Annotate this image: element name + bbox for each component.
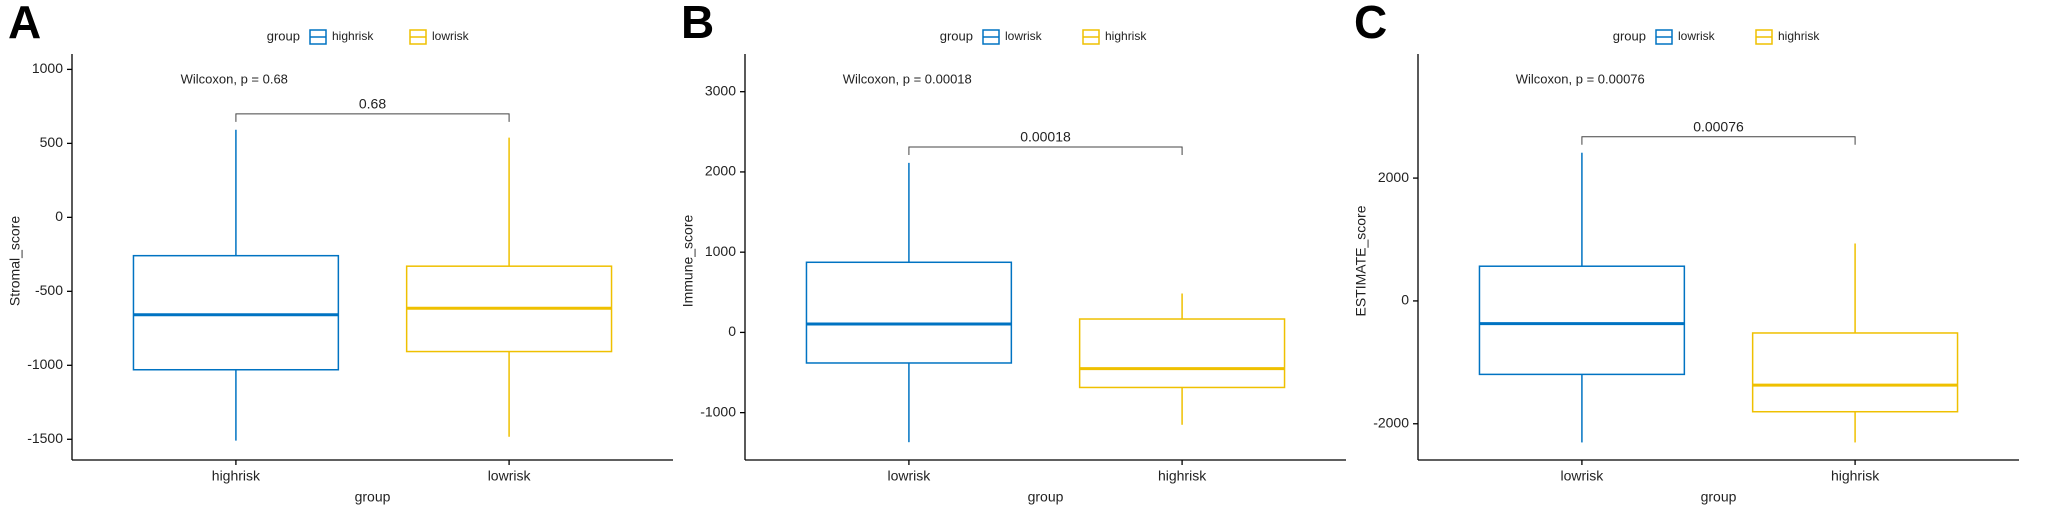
y-tick-label: -2000 [1373,414,1409,430]
y-tick-label: 0 [55,208,63,224]
bracket-label: 0.68 [359,96,386,112]
x-tick-label: highrisk [212,468,261,484]
y-tick-label: 3000 [705,82,736,98]
x-tick-label: highrisk [1158,468,1207,484]
bracket-label: 0.00076 [1693,119,1744,135]
box [805,261,1013,364]
bracket [235,113,510,122]
legend-label: highrisk [1105,29,1147,43]
y-tick-label: 0 [728,323,736,339]
legend-label: lowrisk [432,29,470,43]
panel-label: A [8,0,41,48]
bracket [1581,136,1856,145]
test-label: Wilcoxon, p = 0.00076 [1516,71,1645,86]
bracket [908,146,1183,155]
legend-title: group [940,28,973,43]
legend-label: highrisk [1778,29,1820,43]
box [1078,318,1286,389]
x-tick-label: lowrisk [488,468,532,484]
box [1751,332,1959,413]
y-tick-label: 2000 [705,163,736,179]
y-tick-label: 500 [40,134,64,150]
y-tick-label: 1000 [32,60,63,76]
y-tick-label: 1000 [705,243,736,259]
x-axis-title: group [355,489,391,505]
panel-label: B [681,0,714,48]
y-axis-title: Immune_score [680,214,696,307]
x-axis-title: group [1028,489,1064,505]
y-axis-title: ESTIMATE_score [1353,205,1369,316]
x-tick-label: lowrisk [888,468,932,484]
legend-label: lowrisk [1005,29,1043,43]
x-tick-label: highrisk [1831,468,1880,484]
legend-label: highrisk [332,29,374,43]
y-axis-title: Stromal_score [7,216,23,306]
y-tick-label: 0 [1401,292,1409,308]
y-tick-label: -1000 [700,403,736,419]
legend-title: group [267,28,300,43]
legend-title: group [1613,28,1646,43]
y-tick-label: -500 [35,282,63,298]
y-tick-label: -1000 [27,356,63,372]
box [132,254,340,371]
test-label: Wilcoxon, p = 0.68 [181,71,288,86]
panel-label: C [1354,0,1387,48]
legend-label: lowrisk [1678,29,1716,43]
box [1478,265,1686,376]
test-label: Wilcoxon, p = 0.00018 [843,71,972,86]
x-axis-title: group [1701,489,1737,505]
x-tick-label: lowrisk [1561,468,1605,484]
bracket-label: 0.00018 [1020,129,1071,145]
y-tick-label: -1500 [27,430,63,446]
y-tick-label: 2000 [1378,169,1409,185]
